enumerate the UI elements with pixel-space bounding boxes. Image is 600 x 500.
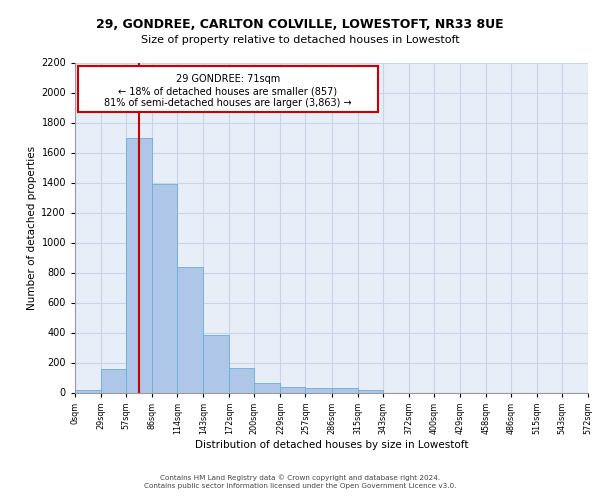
Text: Size of property relative to detached houses in Lowestoft: Size of property relative to detached ho…: [140, 35, 460, 45]
Bar: [101, 369, 126, 392]
Bar: [305, 388, 332, 392]
Text: 29, GONDREE, CARLTON COLVILLE, LOWESTOFT, NR33 8UE: 29, GONDREE, CARLTON COLVILLE, LOWESTOFT…: [96, 18, 504, 30]
Text: 29 GONDREE: 71sqm: 29 GONDREE: 71sqm: [176, 74, 280, 84]
Bar: [254, 383, 280, 392]
Text: Contains HM Land Registry data © Crown copyright and database right 2024.
Contai: Contains HM Land Registry data © Crown c…: [144, 474, 456, 489]
Bar: [75, 390, 101, 392]
Text: ← 18% of detached houses are smaller (857): ← 18% of detached houses are smaller (85…: [118, 86, 337, 97]
Text: 81% of semi-detached houses are larger (3,863) →: 81% of semi-detached houses are larger (…: [104, 98, 352, 108]
Bar: [152, 184, 177, 392]
Bar: [331, 388, 358, 392]
Bar: [358, 390, 383, 392]
Bar: [203, 335, 229, 392]
FancyBboxPatch shape: [77, 66, 378, 112]
X-axis label: Distribution of detached houses by size in Lowestoft: Distribution of detached houses by size …: [195, 440, 468, 450]
Bar: [280, 386, 305, 392]
Y-axis label: Number of detached properties: Number of detached properties: [27, 146, 37, 310]
Bar: [126, 138, 152, 392]
Bar: [177, 267, 203, 392]
Bar: [229, 368, 254, 392]
